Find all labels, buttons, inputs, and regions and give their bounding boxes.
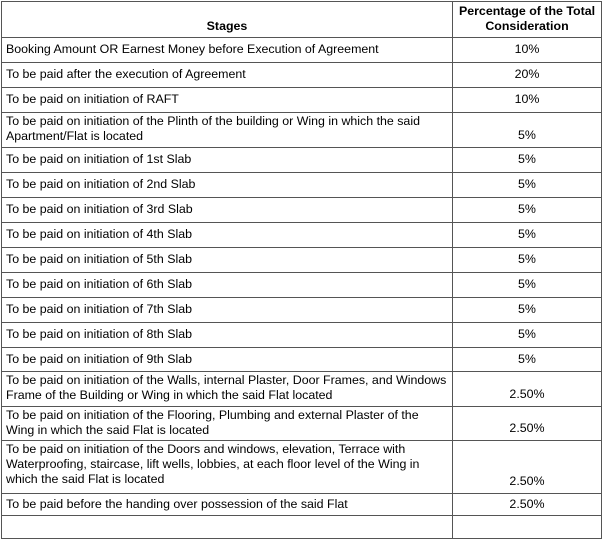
stage-cell: To be paid on initiation of the Plinth o… [1,112,453,148]
stage-cell: To be paid on initiation of the Doors an… [1,440,453,494]
percentage-cell: 5% [452,297,602,323]
stage-cell: To be paid on initiation of the Walls, i… [1,371,453,407]
stage-cell: To be paid before the handing over posse… [1,493,453,516]
table-row: To be paid on initiation of 1st Slab 5% [1,147,602,173]
table-row: To be paid on initiation of the Flooring… [1,406,602,441]
table-row [1,515,602,539]
percentage-cell: 5% [452,347,602,372]
table-row: To be paid on initiation of 7th Slab 5% [1,297,602,323]
table-row: To be paid on initiation of the Doors an… [1,440,602,494]
stage-cell: To be paid on initiation of 7th Slab [1,297,453,323]
stage-cell: To be paid on initiation of the Flooring… [1,406,453,441]
table-row: Booking Amount OR Earnest Money before E… [1,37,602,63]
stage-cell: To be paid on initiation of RAFT [1,87,453,113]
percentage-cell: 2.50% [452,406,602,441]
percentage-cell: 5% [452,112,602,148]
table-row: To be paid on initiation of 8th Slab 5% [1,322,602,348]
table-row: To be paid before the handing over posse… [1,493,602,516]
table-row: To be paid on initiation of 4th Slab 5% [1,222,602,248]
percentage-cell: 5% [452,147,602,173]
percentage-cell: 5% [452,272,602,298]
stage-cell: To be paid on initiation of 4th Slab [1,222,453,248]
stage-cell: To be paid on initiation of 9th Slab [1,347,453,372]
header-row: Stages Percentage of the Total Considera… [1,1,602,38]
percentage-cell: 5% [452,172,602,198]
table-row: To be paid after the execution of Agreem… [1,62,602,88]
table-row: To be paid on initiation of 2nd Slab 5% [1,172,602,198]
stage-cell: To be paid on initiation of 5th Slab [1,247,453,273]
percentage-cell: 20% [452,62,602,88]
percentage-cell: 5% [452,197,602,223]
stages-header: Stages [1,1,453,38]
percentage-cell: 2.50% [452,371,602,407]
table-row: To be paid on initiation of 9th Slab 5% [1,347,602,372]
table-row: To be paid on initiation of RAFT 10% [1,87,602,113]
percentage-header: Percentage of the Total Consideration [452,1,602,38]
percentage-cell: 2.50% [452,440,602,494]
stage-cell: To be paid on initiation of 1st Slab [1,147,453,173]
table-row: To be paid on initiation of 6th Slab 5% [1,272,602,298]
stage-cell [1,515,453,539]
table-row: To be paid on initiation of 5th Slab 5% [1,247,602,273]
stage-cell: To be paid on initiation of 3rd Slab [1,197,453,223]
table-row: To be paid on initiation of the Walls, i… [1,371,602,407]
percentage-cell: 5% [452,222,602,248]
table-row: To be paid on initiation of the Plinth o… [1,112,602,148]
stage-cell: To be paid on initiation of 2nd Slab [1,172,453,198]
stage-cell: To be paid after the execution of Agreem… [1,62,453,88]
percentage-cell: 5% [452,247,602,273]
percentage-cell: 2.50% [452,493,602,516]
percentage-cell: 10% [452,37,602,63]
stage-cell: Booking Amount OR Earnest Money before E… [1,37,453,63]
percentage-cell: 5% [452,322,602,348]
stage-cell: To be paid on initiation of 8th Slab [1,322,453,348]
percentage-cell: 10% [452,87,602,113]
table-row: To be paid on initiation of 3rd Slab 5% [1,197,602,223]
stage-cell: To be paid on initiation of 6th Slab [1,272,453,298]
percentage-cell [452,515,602,539]
